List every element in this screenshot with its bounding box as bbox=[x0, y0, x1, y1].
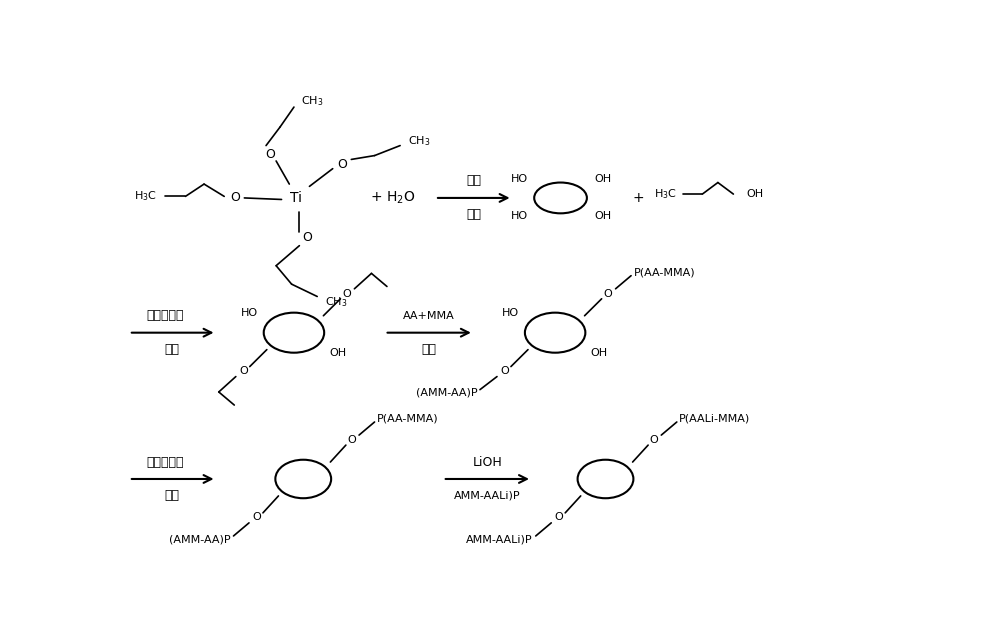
Text: O: O bbox=[302, 232, 312, 245]
Text: O: O bbox=[342, 289, 351, 299]
Text: AMM-AALi)P: AMM-AALi)P bbox=[466, 534, 533, 544]
Text: OH: OH bbox=[591, 348, 608, 358]
Text: CH$_3$: CH$_3$ bbox=[301, 94, 324, 108]
Text: AA+MMA: AA+MMA bbox=[403, 311, 455, 321]
Text: OH: OH bbox=[330, 348, 347, 358]
Text: 加热: 加热 bbox=[164, 343, 179, 356]
Text: (AMM-AA)P: (AMM-AA)P bbox=[169, 534, 230, 544]
Text: 高压反应釜: 高压反应釜 bbox=[147, 456, 184, 469]
Text: O: O bbox=[239, 366, 248, 376]
Text: O: O bbox=[347, 435, 356, 446]
Text: O: O bbox=[555, 512, 563, 523]
Text: HO: HO bbox=[511, 175, 528, 184]
Text: 水解: 水解 bbox=[466, 175, 481, 187]
Text: (AMM-AA)P: (AMM-AA)P bbox=[416, 388, 478, 398]
Text: P(AALi-MMA): P(AALi-MMA) bbox=[679, 414, 750, 424]
Text: O: O bbox=[230, 191, 240, 204]
Text: +: + bbox=[632, 191, 644, 205]
Text: O: O bbox=[265, 148, 275, 161]
Text: O: O bbox=[252, 512, 261, 523]
Text: O: O bbox=[500, 366, 509, 376]
Text: OH: OH bbox=[595, 211, 612, 221]
Text: LiOH: LiOH bbox=[473, 456, 503, 469]
Text: HO: HO bbox=[241, 308, 258, 318]
Text: O: O bbox=[603, 289, 612, 299]
Text: P(AA-MMA): P(AA-MMA) bbox=[633, 268, 695, 277]
Text: H$_3$C: H$_3$C bbox=[134, 189, 157, 204]
Text: AMM-AALi)P: AMM-AALi)P bbox=[454, 491, 521, 501]
Text: HO: HO bbox=[502, 308, 519, 318]
Text: H$_3$C: H$_3$C bbox=[654, 187, 676, 201]
Text: O: O bbox=[649, 435, 658, 446]
Text: 硅烷偶联剂: 硅烷偶联剂 bbox=[147, 309, 184, 322]
Text: O: O bbox=[337, 157, 347, 171]
Text: 加热: 加热 bbox=[164, 489, 179, 503]
Text: + H$_2$O: + H$_2$O bbox=[370, 190, 415, 206]
Text: 加热: 加热 bbox=[466, 209, 481, 221]
Text: HO: HO bbox=[511, 211, 528, 221]
Text: P(AA-MMA): P(AA-MMA) bbox=[377, 414, 438, 424]
Text: CH$_3$: CH$_3$ bbox=[408, 134, 431, 148]
Text: 加热: 加热 bbox=[421, 343, 436, 356]
Text: OH: OH bbox=[595, 175, 612, 184]
Text: OH: OH bbox=[747, 189, 764, 199]
Text: CH$_3$: CH$_3$ bbox=[325, 295, 347, 309]
Text: Ti: Ti bbox=[290, 191, 302, 205]
